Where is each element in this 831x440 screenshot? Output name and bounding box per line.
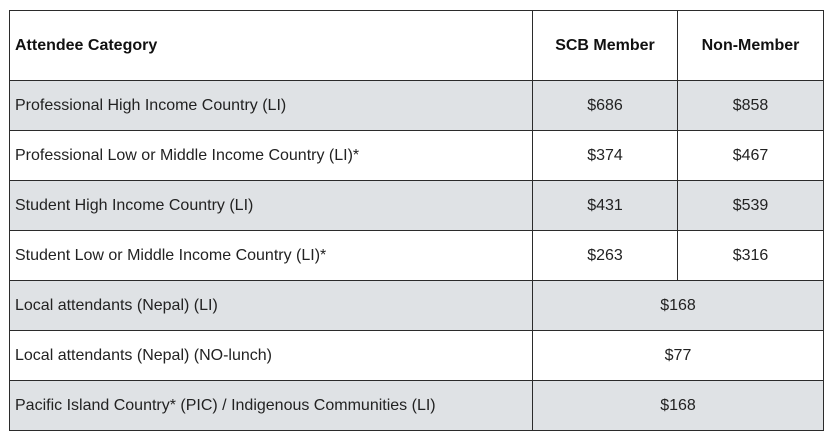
header-scb-member: SCB Member xyxy=(532,10,678,81)
table-row: Local attendants (Nepal) (LI) $168 xyxy=(9,280,824,331)
scb-member-price-cell: $431 xyxy=(532,180,678,231)
registration-fee-table: Attendee Category SCB Member Non-Member … xyxy=(9,10,824,431)
table-row: Student Low or Middle Income Country (LI… xyxy=(9,230,824,281)
non-member-price-cell: $539 xyxy=(677,180,824,231)
non-member-price-cell: $316 xyxy=(677,230,824,281)
attendee-category-cell: Professional High Income Country (LI) xyxy=(9,80,533,131)
table-row: Professional Low or Middle Income Countr… xyxy=(9,130,824,181)
scb-member-price-cell: $374 xyxy=(532,130,678,181)
table-header-row: Attendee Category SCB Member Non-Member xyxy=(9,10,824,81)
non-member-price-cell: $858 xyxy=(677,80,824,131)
header-non-member: Non-Member xyxy=(677,10,824,81)
header-attendee-category: Attendee Category xyxy=(9,10,533,81)
table-row: Pacific Island Country* (PIC) / Indigeno… xyxy=(9,380,824,431)
table-row: Student High Income Country (LI) $431 $5… xyxy=(9,180,824,231)
flat-price-cell: $168 xyxy=(532,380,824,431)
attendee-category-cell: Local attendants (Nepal) (LI) xyxy=(9,280,533,331)
attendee-category-cell: Student High Income Country (LI) xyxy=(9,180,533,231)
attendee-category-cell: Pacific Island Country* (PIC) / Indigeno… xyxy=(9,380,533,431)
attendee-category-cell: Student Low or Middle Income Country (LI… xyxy=(9,230,533,281)
non-member-price-cell: $467 xyxy=(677,130,824,181)
attendee-category-cell: Professional Low or Middle Income Countr… xyxy=(9,130,533,181)
flat-price-cell: $168 xyxy=(532,280,824,331)
table-row: Local attendants (Nepal) (NO-lunch) $77 xyxy=(9,330,824,381)
scb-member-price-cell: $263 xyxy=(532,230,678,281)
table-row: Professional High Income Country (LI) $6… xyxy=(9,80,824,131)
attendee-category-cell: Local attendants (Nepal) (NO-lunch) xyxy=(9,330,533,381)
flat-price-cell: $77 xyxy=(532,330,824,381)
scb-member-price-cell: $686 xyxy=(532,80,678,131)
